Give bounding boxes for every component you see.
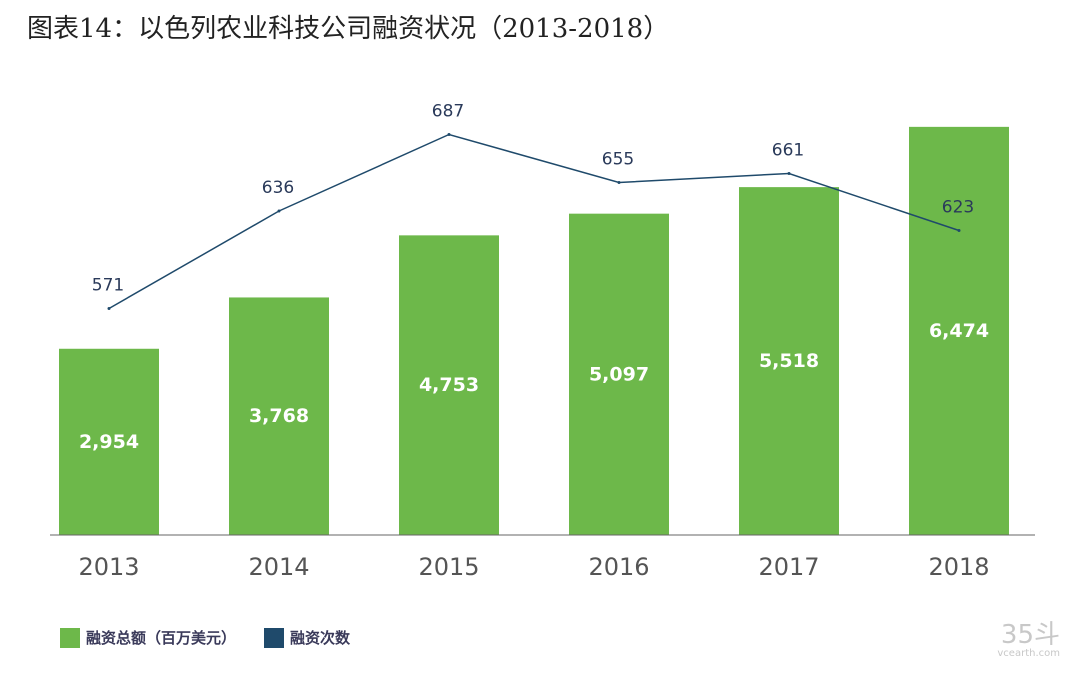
- legend-swatch-count: [264, 627, 285, 648]
- x-tick-label-2013: 2013: [78, 553, 139, 581]
- line-label-2015: 687: [432, 102, 464, 122]
- x-tick-label-2017: 2017: [758, 553, 819, 581]
- bar-label-2016: 5,097: [589, 363, 649, 385]
- legend-label-amount: 融资总额（百万美元）: [86, 629, 237, 647]
- bar-2014: [229, 297, 329, 535]
- line-point-2018: [957, 229, 961, 232]
- legend: 融资总额（百万美元） 融资次数: [60, 627, 378, 648]
- legend-label-count: 融资次数: [290, 629, 351, 647]
- line-label-2013: 571: [92, 276, 124, 296]
- bar-label-2018: 6,474: [929, 320, 989, 342]
- watermark-url: vcearth.com: [997, 648, 1060, 659]
- bar-2016: [569, 213, 669, 535]
- bar-label-2017: 5,518: [759, 350, 819, 372]
- bar-label-2015: 4,753: [419, 374, 479, 396]
- bar-label-2014: 3,768: [249, 405, 309, 427]
- line-label-2018: 623: [942, 198, 974, 218]
- line-point-2016: [617, 181, 621, 184]
- line-label-2016: 655: [602, 150, 634, 170]
- chart-title: 图表14：以色列农业科技公司融资状况（2013-2018）: [27, 14, 670, 44]
- bar-label-2013: 2,954: [79, 431, 139, 453]
- line-point-2017: [787, 172, 791, 175]
- bar-2015: [399, 235, 499, 535]
- watermark-logo: 35斗: [1000, 620, 1060, 650]
- legend-swatch-amount: [60, 627, 80, 648]
- x-tick-label-2015: 2015: [418, 553, 479, 581]
- line-series-count: [108, 133, 960, 310]
- bar-2018: [909, 126, 1009, 536]
- x-tick-label-2014: 2014: [248, 553, 309, 581]
- bar-2013: [59, 348, 159, 535]
- line-point-2014: [277, 209, 281, 213]
- x-tick-label-2016: 2016: [588, 553, 649, 581]
- legend-item-count: 融资次数: [264, 627, 350, 648]
- watermark: 35斗 vcearth.com: [997, 622, 1060, 660]
- line-label-2014: 636: [262, 178, 294, 198]
- line-label-2017: 661: [772, 141, 804, 161]
- bar-2017: [739, 187, 839, 535]
- line-point-2013: [107, 307, 111, 310]
- x-tick-label-2018: 2018: [928, 553, 989, 581]
- legend-item-amount: 融资总额（百万美元）: [60, 627, 236, 648]
- line-point-2015: [447, 133, 451, 136]
